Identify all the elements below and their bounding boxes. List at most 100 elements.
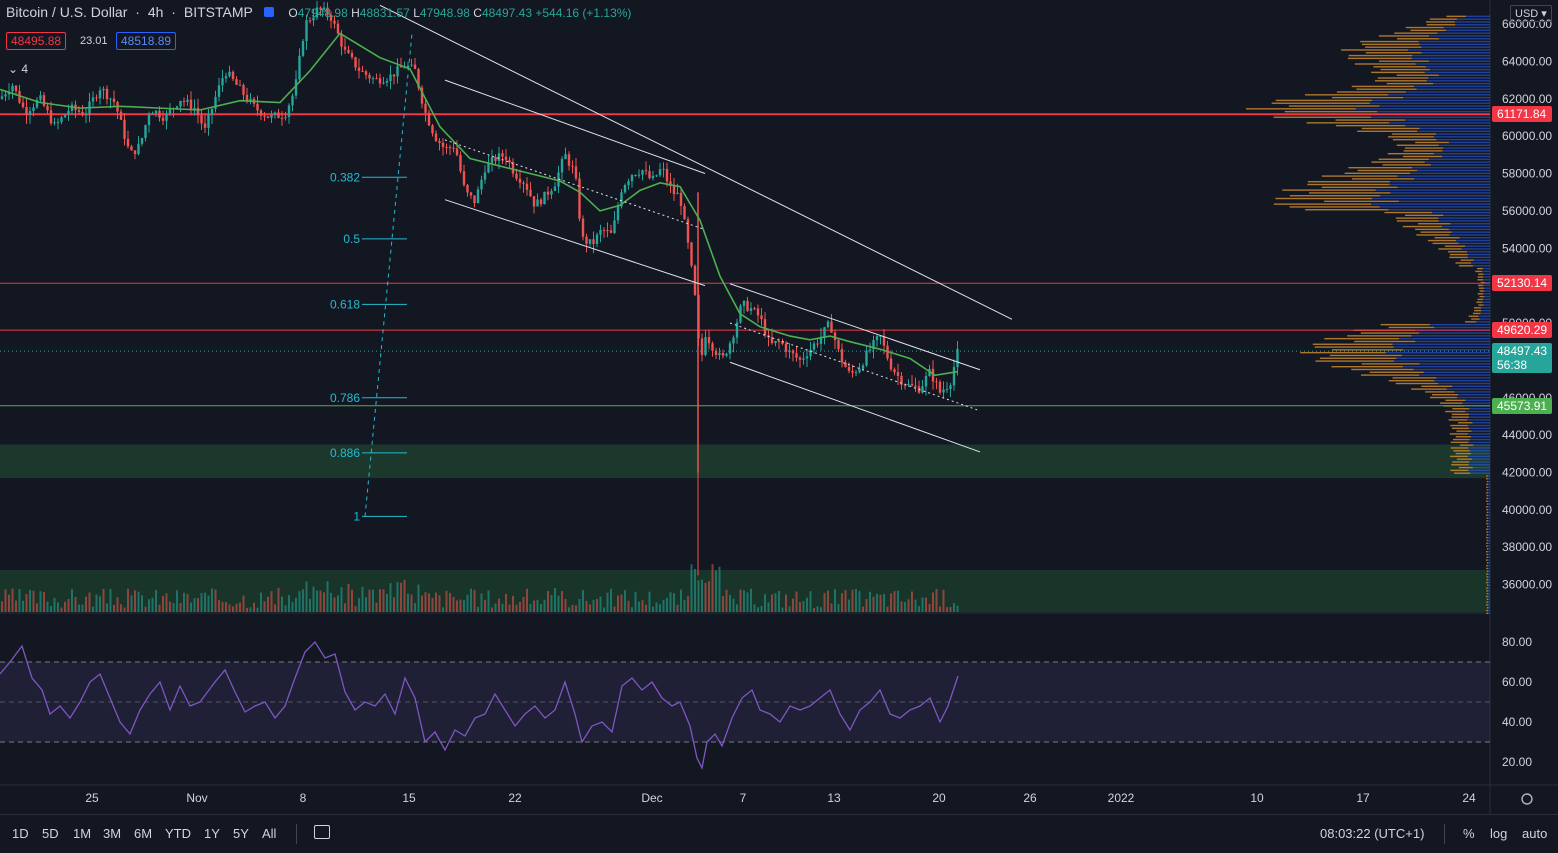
volume-profile-bar <box>1305 209 1389 211</box>
volume-bar <box>603 607 605 612</box>
volume-bar <box>463 599 465 612</box>
volume-bar <box>771 594 773 612</box>
volume-profile-bar <box>1487 550 1490 553</box>
price-badge-value: 52130.14 <box>1497 276 1548 291</box>
price-axis-label: 40000.00 <box>1502 503 1552 517</box>
timeframe-1m[interactable]: 1M <box>73 826 92 841</box>
timeframe-5y[interactable]: 5Y <box>233 826 249 841</box>
volume-profile-bar <box>1361 363 1420 365</box>
volume-bar <box>361 586 364 612</box>
volume-profile-bar <box>1478 304 1484 306</box>
time-axis-label: 8 <box>300 791 307 805</box>
volume-profile-bar <box>1395 382 1439 385</box>
candle-body <box>140 138 144 144</box>
clock[interactable]: 08:03:22 (UTC+1) <box>1320 826 1425 841</box>
candle-body <box>725 353 728 356</box>
time-axis-label: 2022 <box>1108 791 1135 805</box>
volume-bar <box>900 601 903 612</box>
volume-profile-bar <box>1476 321 1490 323</box>
volume-bar <box>592 599 595 612</box>
volume-profile-bar <box>1451 413 1470 416</box>
volume-bar <box>333 597 336 612</box>
timeframe-6m[interactable]: 6M <box>134 826 153 841</box>
volume-profile-bar <box>1482 301 1490 303</box>
rsi-band <box>0 662 1490 742</box>
candle-body <box>840 349 844 363</box>
volume-profile-bar <box>1388 326 1435 329</box>
volume-profile-bar <box>1404 214 1444 217</box>
volume-bar <box>795 591 798 612</box>
sell-price-button[interactable]: 48495.88 <box>6 32 67 50</box>
candle-body <box>133 150 137 155</box>
interval[interactable]: 4h <box>147 4 164 20</box>
volume-profile-bar <box>1468 424 1490 427</box>
volume-profile-bar <box>1402 225 1443 228</box>
candle-body <box>861 365 865 369</box>
volume-profile-bar <box>1415 340 1490 343</box>
candle-body <box>564 154 567 160</box>
candle-body <box>945 388 949 390</box>
volume-profile-bar <box>1486 607 1489 609</box>
candle-body <box>711 343 714 351</box>
timeframe-ytd[interactable]: YTD <box>165 826 191 841</box>
volume-bar <box>274 604 276 612</box>
auto-toggle[interactable]: auto <box>1522 826 1548 841</box>
date-range-icon[interactable] <box>314 825 330 839</box>
volume-bar <box>505 593 507 612</box>
candle-body <box>305 20 308 41</box>
price-badge: 52130.14 <box>1492 275 1553 292</box>
timeframe-1y[interactable]: 1Y <box>204 826 220 841</box>
volume-profile-bar <box>1456 458 1472 460</box>
timeframe-1d[interactable]: 1D <box>12 826 29 841</box>
timeframe-5d[interactable]: 5D <box>42 826 59 841</box>
volume-bar <box>935 588 938 612</box>
buy-price-button[interactable]: 48518.89 <box>116 32 177 50</box>
volume-profile-bar <box>1488 607 1490 609</box>
volume-profile-bar <box>1403 150 1443 152</box>
price-axis-label: 66000.00 <box>1502 17 1552 31</box>
volume-profile-bar <box>1421 46 1490 48</box>
volume-bar <box>540 603 542 612</box>
candle-body <box>109 98 112 100</box>
timeframe-3m[interactable]: 3M <box>103 826 122 841</box>
volume-bar <box>260 592 262 612</box>
volume-bar <box>753 604 756 612</box>
percent-toggle[interactable]: % <box>1463 826 1475 841</box>
volume-profile-bar <box>1473 444 1490 446</box>
volume-bar <box>218 599 220 612</box>
volume-profile-bar <box>1486 528 1488 530</box>
candle-body <box>753 308 756 310</box>
volume-bar <box>141 595 143 612</box>
log-toggle[interactable]: log <box>1490 826 1508 841</box>
candle-body <box>816 343 819 345</box>
channel2-upper <box>729 283 981 371</box>
candle-body <box>651 175 655 179</box>
indicators-collapse[interactable]: ⌄ 4 <box>8 62 28 76</box>
volume-profile-bar <box>1351 368 1414 371</box>
volume-bar <box>60 607 63 612</box>
candle-body <box>249 98 252 101</box>
volume-profile-bar <box>1473 307 1482 309</box>
candle-body <box>875 336 879 341</box>
candle-body <box>592 239 595 245</box>
volume-bar <box>417 584 420 612</box>
volume-profile-bar <box>1315 360 1394 362</box>
currency-selector[interactable]: USD ▾ <box>1510 5 1552 22</box>
price-chart[interactable]: 0.382 0.5 0.618 0.786 0.886 1 36000.00 38000.00… <box>0 0 1558 814</box>
candle-body <box>571 165 574 167</box>
volume-profile-bar <box>1387 152 1434 155</box>
timeframe-all[interactable]: All <box>262 826 277 841</box>
candle-body <box>574 166 578 179</box>
bar-countdown: 56:38 <box>1497 358 1528 373</box>
volume-profile-bar <box>1488 553 1490 556</box>
symbol-name[interactable]: Bitcoin / U.S. Dollar <box>6 4 128 20</box>
volume-profile-bar <box>1454 21 1490 23</box>
volume-bar <box>568 607 570 612</box>
volume-profile-bar <box>1469 413 1490 416</box>
candle-body <box>154 110 158 114</box>
volume-bar <box>515 604 518 612</box>
candle-body <box>669 181 672 187</box>
candle-body <box>406 65 410 68</box>
bottom-toolbar: 1D 5D 1M 3M 6M YTD 1Y 5Y All 08:03:22 (U… <box>0 814 1558 853</box>
candle-body <box>718 352 721 355</box>
